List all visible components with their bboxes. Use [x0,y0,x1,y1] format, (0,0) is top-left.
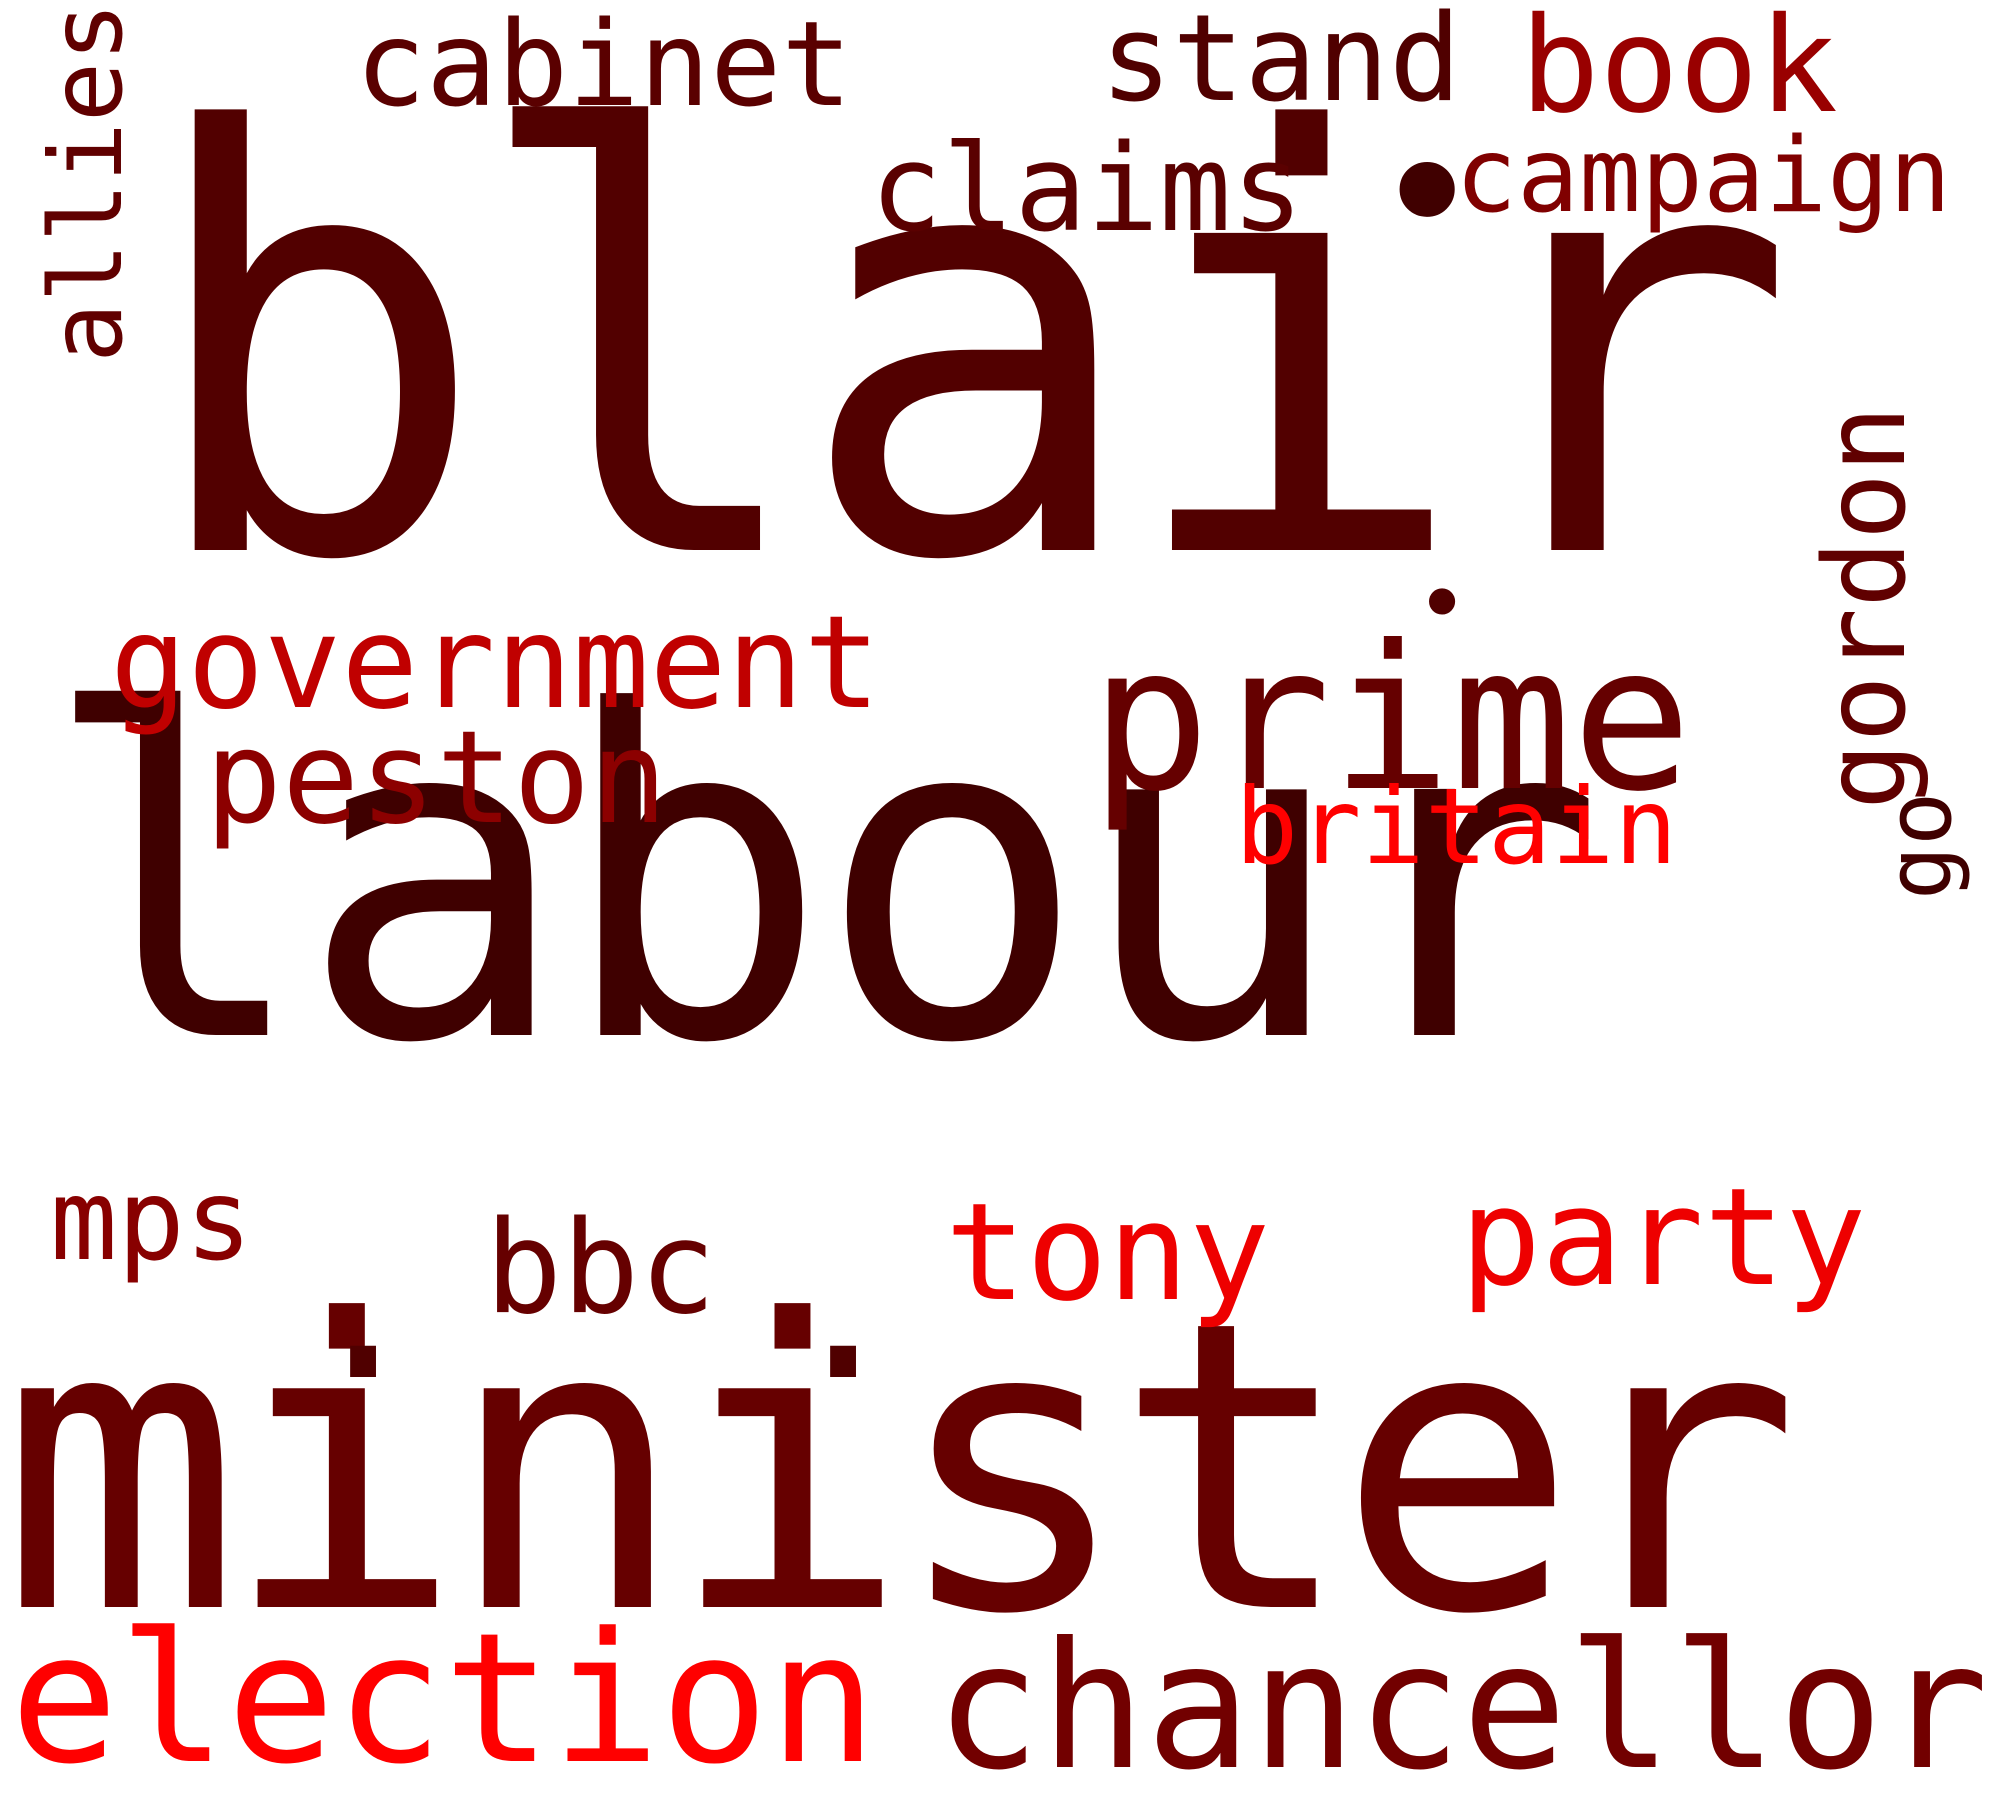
word-prime: prime [1090,603,1693,836]
word-cabinet: cabinet [355,0,853,133]
dot-period-2: . [780,1182,907,1427]
word-allies: allies [28,1,145,363]
word-blair: blair [140,12,1798,687]
word-labour: labour [40,618,1606,1142]
word-government: government [110,589,881,738]
word-britain: britain [1235,766,1678,888]
word-book: book [1520,0,1838,143]
word-go: go [1867,791,1972,900]
word-chancellor: chancellor [935,1606,1989,1800]
word-bbc: bbc [485,1194,717,1343]
word-campaign: campaign [1455,116,1952,236]
dot-period-1: . [300,1182,427,1427]
word-tony: tony [945,1174,1271,1331]
word-claims: claims [870,120,1304,259]
word-stand: stand [1100,0,1462,129]
word-election: election [10,1595,877,1800]
word-party: party [1460,1159,1867,1316]
word-mps: mps [50,1156,253,1286]
dot-bullet-2: • [1415,552,1470,657]
word-peston: peston [205,704,668,853]
dot-bullet-1: • [1370,84,1485,305]
word-gordon: gordon [1801,405,1931,810]
word-minister: minister [0,1237,1801,1702]
